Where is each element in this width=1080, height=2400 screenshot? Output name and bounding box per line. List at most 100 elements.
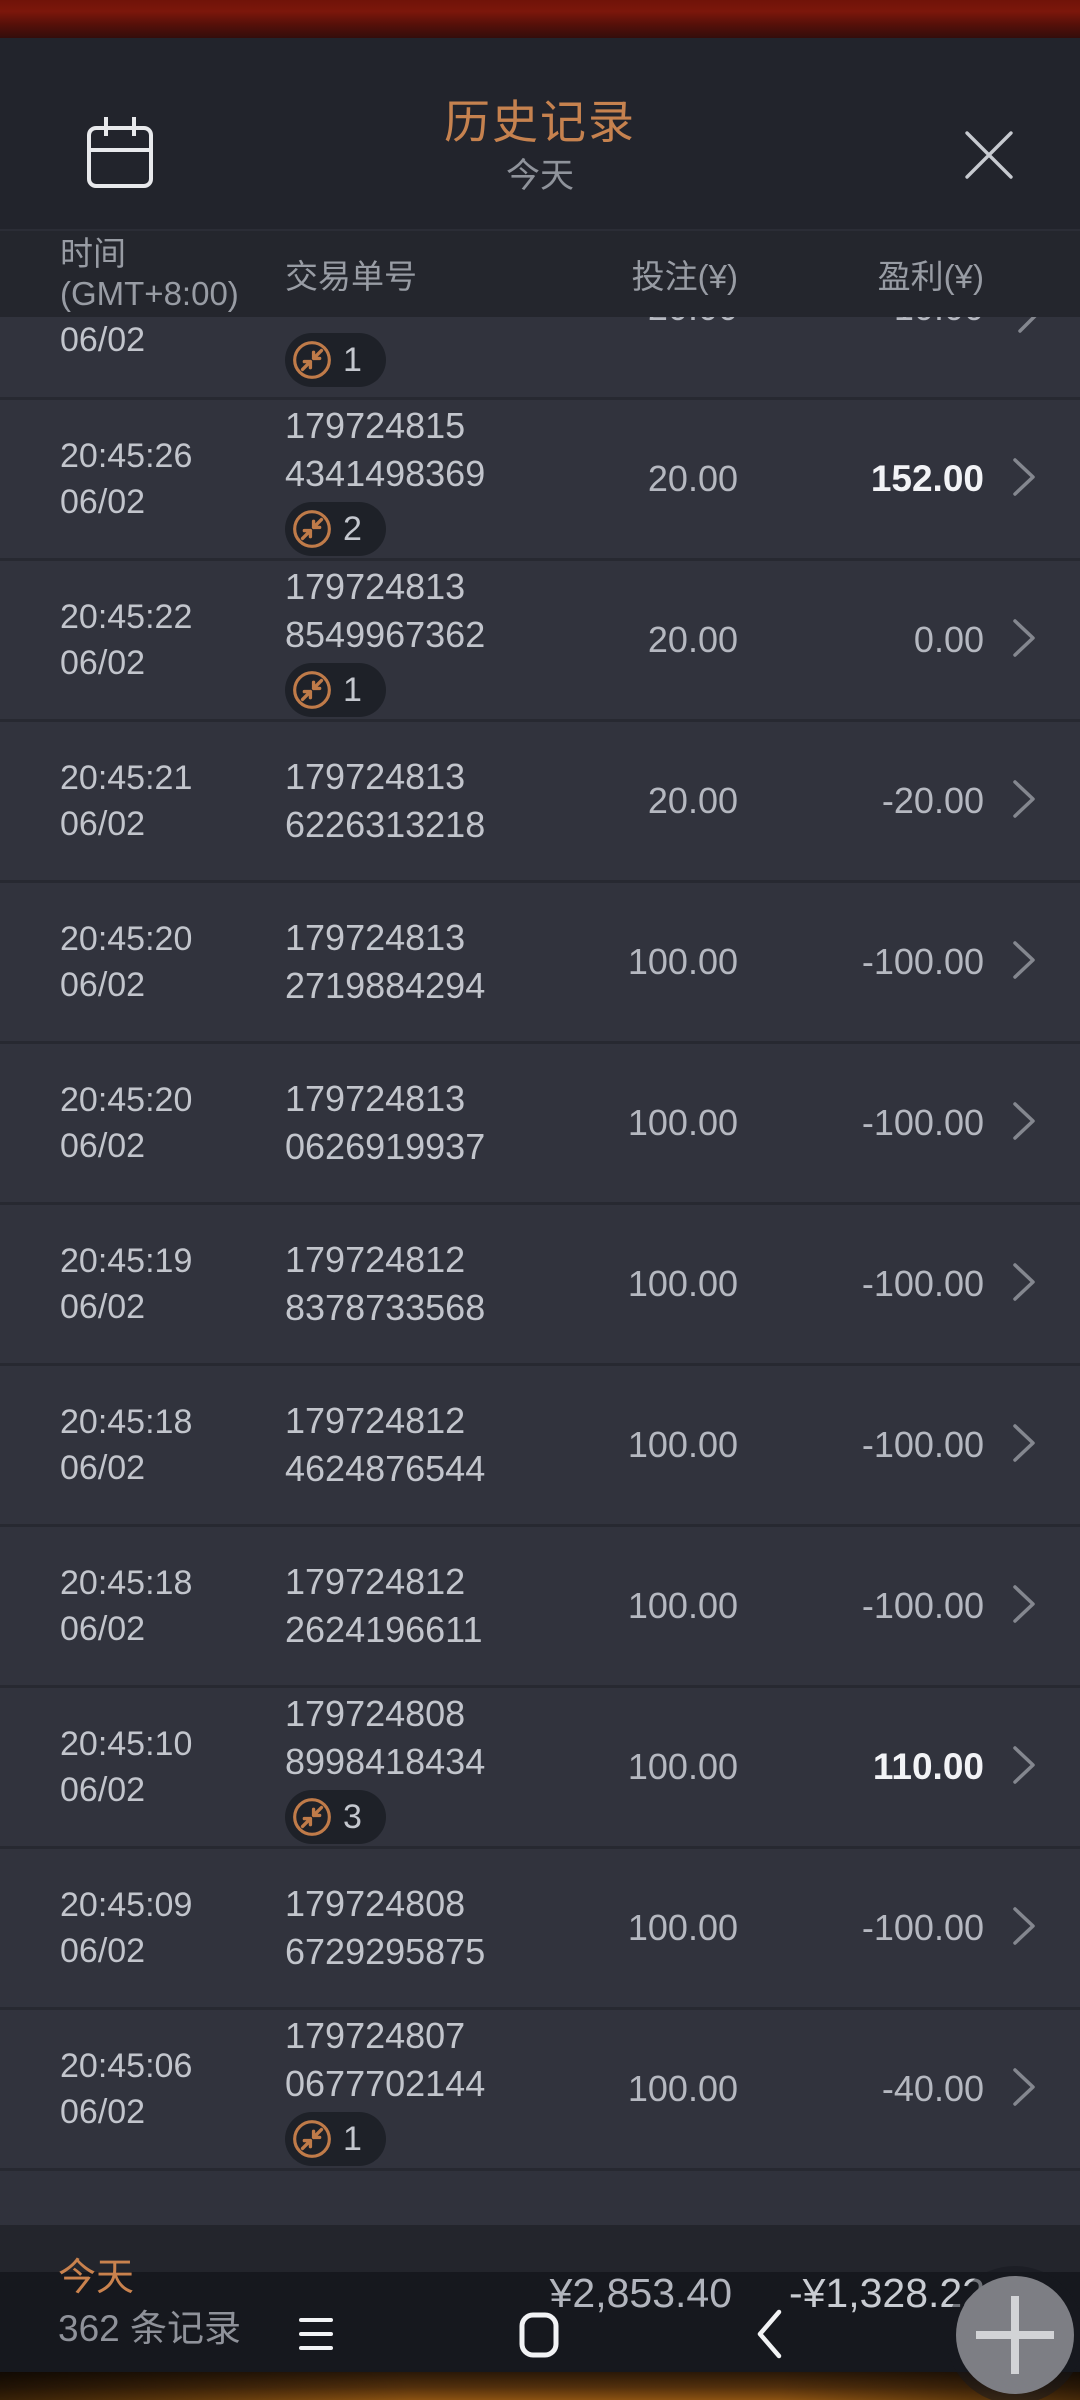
bet-value: 100.00 xyxy=(627,1102,738,1143)
bet-value: 100.00 xyxy=(627,941,738,982)
order-number-line1: 179724807 xyxy=(285,2015,466,2056)
table-row[interactable]: 20:45:18 06/02 179724812 2624196611 100.… xyxy=(0,1527,1080,1688)
row-time-block: 20:45:20 06/02 xyxy=(60,1077,285,1169)
home-button[interactable] xyxy=(519,2312,559,2358)
table-row-partial[interactable]: 20.00 10.00 06/02 1 xyxy=(0,317,1080,400)
row-order-block: 179724808 8998418434 3 xyxy=(285,1690,622,1844)
combo-badge: 3 xyxy=(285,1790,386,1844)
row-order-block: 179724815 4341498369 2 xyxy=(285,402,622,556)
table-row[interactable]: 20:45:10 06/02 179724808 8998418434 3 10… xyxy=(0,1688,1080,1849)
row-time-block: 20:45:19 06/02 xyxy=(60,1238,285,1330)
table-row[interactable]: 20:45:26 06/02 179724815 4341498369 2 2 0… xyxy=(0,400,1080,561)
row-time: 20:45:22 xyxy=(60,598,193,636)
table-row[interactable]: 20:45:06 06/02 179724807 0677702144 1 10… xyxy=(0,2010,1080,2171)
profit-value: -100.00 xyxy=(861,1424,984,1465)
summary-day-label: 今天 xyxy=(58,2257,135,2299)
order-number-line1: 179724813 xyxy=(285,756,466,797)
row-time: 20:45:18 xyxy=(60,1564,193,1602)
order-number-line2: 6729295875 xyxy=(285,1931,486,1972)
order-number-line2: 2719884294 xyxy=(285,965,486,1006)
combo-arrows-icon xyxy=(293,341,331,379)
row-time-block: 20:45:10 06/02 xyxy=(60,1721,285,1813)
order-number-line2: 4624876544 xyxy=(285,1448,486,1489)
recent-apps-icon xyxy=(299,2318,333,2322)
combo-badge: 2 xyxy=(285,502,386,556)
recent-apps-button[interactable] xyxy=(299,2318,333,2350)
row-time: 20:45:09 xyxy=(60,1886,193,1924)
row-date: 06/02 xyxy=(60,2093,146,2131)
order-number-line2: 8378733568 xyxy=(285,1287,486,1328)
table-row[interactable]: 20:45:19 06/02 179724812 8378733568 100.… xyxy=(0,1205,1080,1366)
title-block: 历史记录 今天 xyxy=(0,38,1080,196)
row-date: 06/02 xyxy=(60,805,146,843)
row-date: 06/02 xyxy=(60,1127,146,1165)
order-number-line1: 179724813 xyxy=(285,566,466,607)
row-order-block: 179724813 2719884294 xyxy=(285,914,622,1010)
badge-count: 1 xyxy=(343,2119,362,2158)
profit-value: -100.00 xyxy=(861,1907,984,1948)
back-button[interactable] xyxy=(754,2308,784,2360)
badge-count: 1 xyxy=(343,340,362,379)
chevron-right-icon xyxy=(1010,777,1040,826)
row-order-block: 179724808 6729295875 xyxy=(285,1880,622,1976)
chevron-right-icon xyxy=(1010,938,1040,987)
profit-value: -100.00 xyxy=(861,1102,984,1143)
table-row[interactable]: 20:45:09 06/02 179724808 6729295875 100.… xyxy=(0,1849,1080,2010)
table-row[interactable]: 20:45:20 06/02 179724813 0626919937 100.… xyxy=(0,1044,1080,1205)
row-date: 06/02 xyxy=(60,483,146,521)
row-time: 20:45:19 xyxy=(60,1242,193,1280)
order-number-line1: 179724812 xyxy=(285,1239,466,1280)
order-number-line2: 4341498369 xyxy=(285,453,486,494)
order-number-line1: 179724812 xyxy=(285,1561,466,1602)
chevron-right-icon xyxy=(1010,616,1040,665)
row-date: 06/02 xyxy=(60,1288,146,1326)
calendar-icon xyxy=(87,117,153,188)
order-number-line1: 179724813 xyxy=(285,917,466,958)
order-number-line2: 6226313218 xyxy=(285,804,486,845)
order-number-line1: 179724808 xyxy=(285,1883,466,1924)
calendar-button[interactable] xyxy=(84,112,156,196)
close-button[interactable] xyxy=(960,126,1018,184)
combo-badge: 1 xyxy=(285,2112,386,2166)
profit-value: -100.00 xyxy=(861,1585,984,1626)
page-subtitle: 今天 xyxy=(506,157,574,195)
row-time-block: 20:45:09 06/02 xyxy=(60,1882,285,1974)
chevron-right-icon xyxy=(1010,455,1040,504)
row-time-block: 20:45:20 06/02 xyxy=(60,916,285,1008)
order-number-line1: 179724813 xyxy=(285,1078,466,1119)
profit-value: -100.00 xyxy=(861,1263,984,1304)
row-time: 20:45:20 xyxy=(60,1081,193,1119)
combo-badge: 1 xyxy=(285,333,386,387)
table-row[interactable]: 20:45:18 06/02 179724812 4624876544 100.… xyxy=(0,1366,1080,1527)
add-button[interactable] xyxy=(956,2276,1074,2394)
row-date: 06/02 xyxy=(60,1610,146,1648)
row-time-block: 20:45:18 06/02 xyxy=(60,1560,285,1652)
table-row[interactable]: 20:45:22 06/02 179724813 8549967362 1 20… xyxy=(0,561,1080,722)
row-time: 20:45:21 xyxy=(60,759,193,797)
table-row[interactable]: 20:45:20 06/02 179724813 2719884294 100.… xyxy=(0,883,1080,1044)
col-bet: 投注(¥) xyxy=(631,258,738,295)
row-time: 20:45:20 xyxy=(60,920,193,958)
row-order-block: 179724812 8378733568 xyxy=(285,1236,622,1332)
order-number-line2: 8549967362 xyxy=(285,614,486,655)
table-header: 时间 (GMT+8:00) 交易单号 投注(¥) 盈利(¥) xyxy=(0,229,1080,317)
chevron-right-icon xyxy=(1016,317,1042,340)
row-time-block: 20:45:26 06/02 xyxy=(60,433,285,525)
chevron-right-icon xyxy=(1010,2065,1040,2114)
profit-value: -20.00 xyxy=(881,780,984,821)
row-date: 06/02 xyxy=(60,1449,146,1487)
row-order-block: 179724813 0626919937 xyxy=(285,1075,622,1171)
background-app-glow xyxy=(0,2372,1080,2400)
combo-arrows-icon xyxy=(293,1798,331,1836)
row-time-block: 20:45:21 06/02 xyxy=(60,755,285,847)
table-row[interactable]: 20:45:21 06/02 179724813 6226313218 20.0… xyxy=(0,722,1080,883)
bet-value: 100.00 xyxy=(627,1746,738,1787)
bet-value: 20.00 xyxy=(647,619,738,660)
col-profit: 盈利(¥) xyxy=(877,258,984,295)
chevron-right-icon xyxy=(1010,1260,1040,1309)
chevron-right-icon xyxy=(1010,1904,1040,1953)
combo-badge: 1 xyxy=(285,663,386,717)
bet-value: 100.00 xyxy=(627,1263,738,1304)
app-bar: 历史记录 今天 xyxy=(0,38,1080,229)
